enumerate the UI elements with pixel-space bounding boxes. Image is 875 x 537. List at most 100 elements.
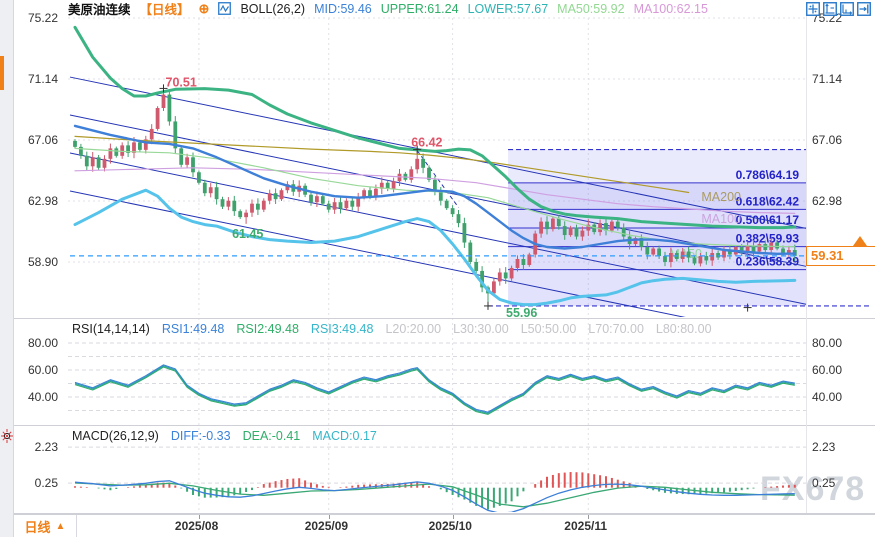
candle-body [273, 193, 278, 200]
candle-body [161, 94, 166, 108]
sidebar-scroll-thumb[interactable] [0, 56, 4, 90]
candle-body [138, 142, 142, 150]
candle-body [515, 258, 520, 268]
candle-body [503, 272, 508, 279]
ma-tag-ma200: MA200 [701, 190, 741, 204]
candle-body [320, 196, 325, 204]
candle-body [191, 157, 195, 173]
rsi-line-1 [74, 364, 795, 413]
candle-body [214, 187, 219, 200]
timeframe-label[interactable]: 【日线】 [139, 3, 190, 17]
candle-body [427, 167, 431, 180]
candle-body [385, 182, 390, 189]
candle-body [604, 223, 608, 231]
fit-vertical-scale-icon[interactable] [823, 2, 837, 16]
candle-body [256, 203, 260, 210]
timeframe-selector[interactable]: 日线 ▲ [14, 515, 77, 537]
macd-diff-line [74, 480, 795, 512]
chevron-up-icon: ▲ [55, 521, 66, 532]
price-annotation: 55.96 [506, 306, 537, 320]
candle-body [497, 272, 502, 282]
candle-body [421, 158, 425, 168]
candle-body [397, 173, 402, 182]
candle-body [155, 107, 160, 129]
price-annotation: 66.42 [411, 136, 442, 150]
macd-hist-value: MACD:0.17 [312, 429, 377, 443]
candle-body [368, 190, 372, 197]
rsi-level-l50: L50:50.00 [520, 322, 577, 336]
candle-body [332, 202, 337, 210]
axis-label-right: 0.25 [812, 476, 836, 490]
candle-body [261, 200, 266, 210]
candle-body [621, 227, 626, 237]
axis-label-left: 80.00 [28, 336, 58, 350]
axis-label-left: 58.90 [28, 255, 58, 269]
macd-diff-value: DIFF:-0.33 [170, 429, 231, 443]
candle-body [433, 179, 437, 192]
candle-body [728, 250, 732, 255]
axis-label-left: 71.14 [28, 72, 58, 86]
axis-label-left: 60.00 [28, 363, 58, 377]
ma200-line [74, 135, 690, 194]
candle-body [645, 247, 650, 255]
pan-crosshair-icon[interactable] [806, 2, 820, 16]
candle-body [279, 190, 284, 200]
settings-sun-icon[interactable] [0, 428, 14, 449]
jump-to-latest-icon[interactable] [857, 2, 871, 16]
candle-body [745, 245, 750, 254]
candle-body [562, 226, 567, 236]
candle-body [415, 158, 420, 170]
ma100-value: MA100:62.15 [633, 1, 708, 16]
candle-body [344, 200, 349, 209]
candle-body [244, 212, 248, 218]
rsi2-value: RSI2:49.48 [236, 322, 299, 336]
axis-label-left: 67.06 [28, 133, 58, 147]
candle-body [108, 148, 113, 159]
candle-body [751, 245, 756, 252]
candle-body [480, 270, 484, 288]
macd-dea-line [74, 482, 795, 508]
add-compare-icon[interactable]: ⊕ [198, 1, 210, 16]
axis-label-left: 2.23 [35, 440, 59, 454]
candle-body [185, 157, 189, 165]
candle-body [356, 197, 361, 207]
candle-body [556, 218, 561, 227]
macd-dea-value: DEA:-0.41 [242, 429, 301, 443]
candle-body [739, 247, 744, 254]
candle-body [126, 145, 130, 153]
x-axis-month-label: 2025/09 [304, 519, 349, 533]
candle-body [438, 191, 443, 201]
candle-body [173, 121, 178, 149]
candle-body [787, 250, 791, 254]
candle-body [362, 190, 366, 198]
boll-lower-value: LOWER:57.67 [467, 1, 549, 16]
candle-body [232, 200, 237, 212]
candle-body [598, 223, 602, 233]
axis-label-left: 0.25 [35, 476, 59, 490]
candle-body [775, 242, 779, 249]
chart-canvas[interactable]: 0.786\64.190.618\62.420.500\61.170.382\5… [0, 0, 875, 515]
fit-horizontal-scale-icon[interactable] [840, 2, 854, 16]
candle-body [574, 227, 579, 237]
rsi1-value: RSI1:49.48 [161, 322, 225, 336]
candle-body [474, 261, 479, 271]
x-axis-month-label: 2025/10 [428, 519, 472, 533]
candle-body [338, 202, 343, 209]
candle-body [704, 256, 709, 261]
rsi3-value: RSI3:49.48 [310, 322, 374, 336]
left-sidebar [0, 0, 14, 537]
candle-body [120, 145, 125, 156]
candle-body [657, 248, 661, 257]
indicator-chart-icon[interactable] [218, 2, 232, 15]
axis-label-right: 71.14 [812, 72, 842, 86]
candle-body [197, 172, 201, 183]
candle-body [615, 221, 620, 228]
boll-params-label: BOLL(26,2) [240, 1, 306, 16]
candle-body [710, 253, 715, 261]
boll-upper-value: UPPER:61.24 [380, 1, 459, 16]
price-annotation: 61.45 [232, 227, 263, 241]
ma-tag-ma50: MA50 [669, 247, 702, 261]
x-axis-tick [198, 515, 200, 519]
candle-body [580, 230, 585, 237]
